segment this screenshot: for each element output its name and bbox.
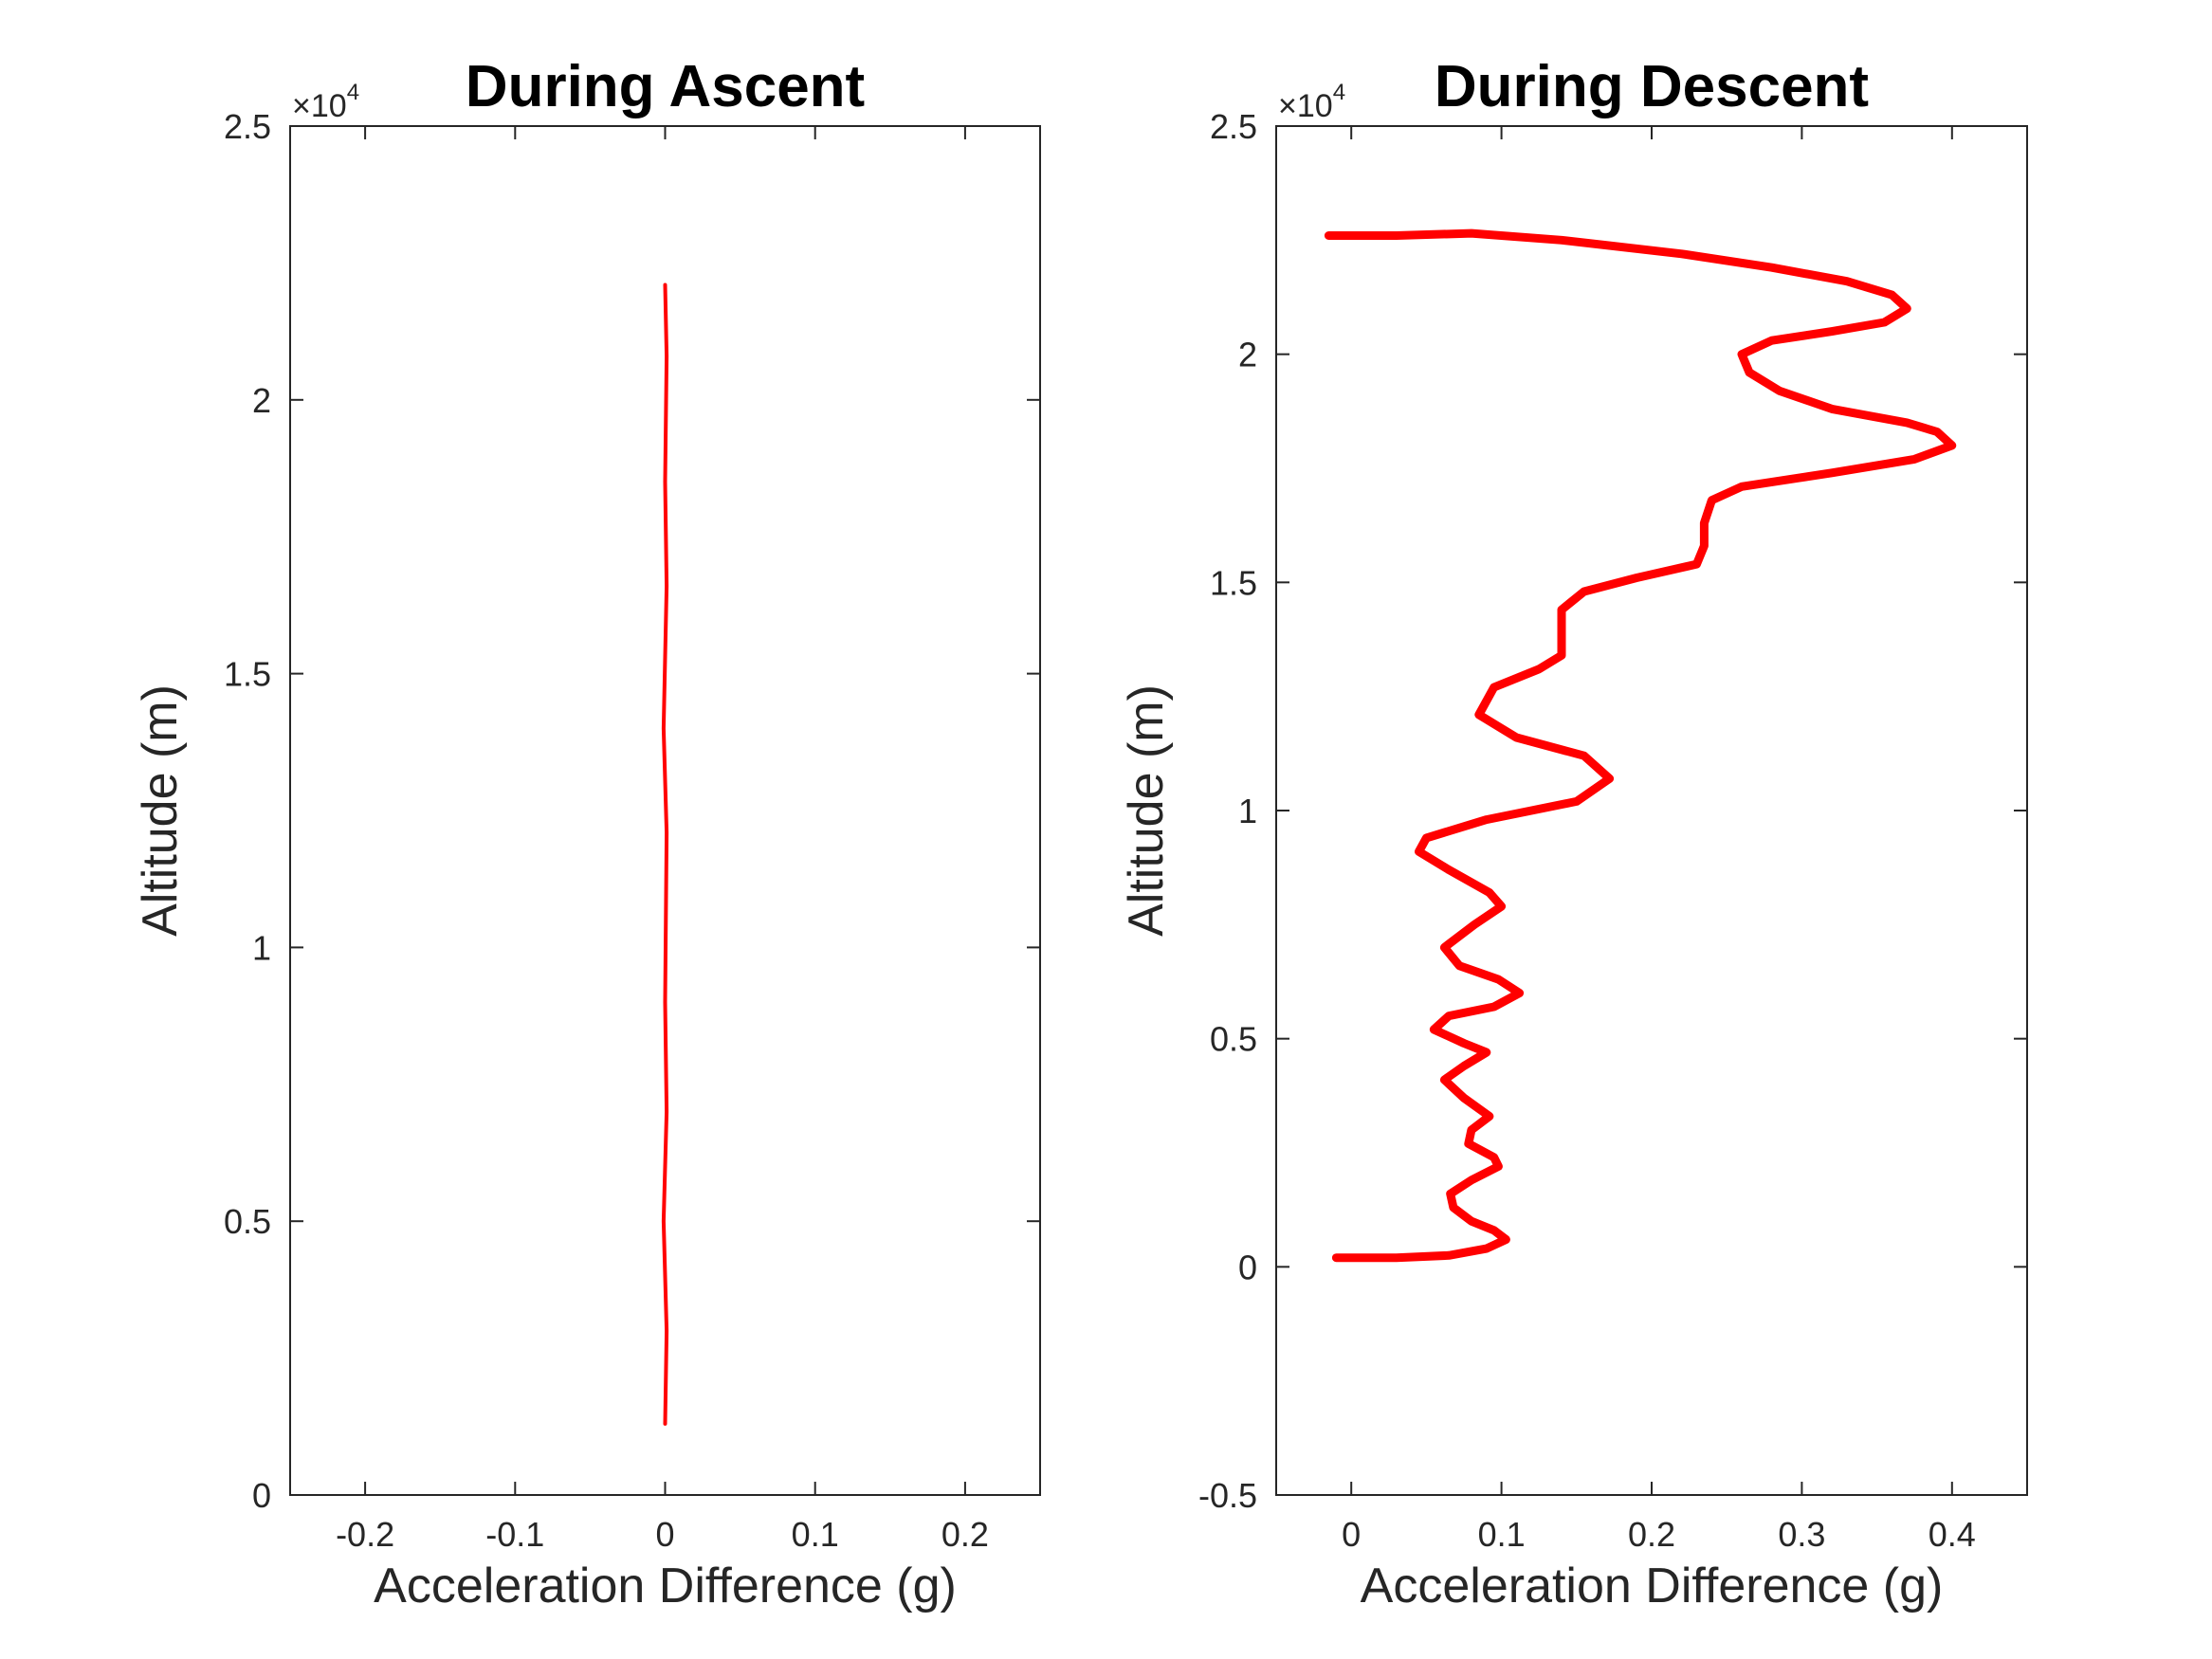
ascent-xtick-label: -0.1 <box>485 1515 544 1554</box>
descent-ytick-label: 2.5 <box>1210 107 1257 146</box>
descent-data-line <box>1324 228 1957 1263</box>
descent-y-exponent-base: ×10 <box>1278 88 1333 124</box>
descent-y-exponent-label: ×104 <box>1278 80 1345 124</box>
descent-xtick-label: 0.3 <box>1778 1515 1825 1554</box>
descent-xtick-label: 0.4 <box>1929 1515 1976 1554</box>
descent-ytick-label: 2 <box>1238 336 1257 374</box>
descent-axes-box <box>1275 125 2028 1496</box>
descent-ytick-label: 0.5 <box>1210 1020 1257 1059</box>
ascent-y-exponent-base: ×10 <box>292 88 347 124</box>
descent-xtick-label: 0.1 <box>1478 1515 1526 1554</box>
ascent-ytick-label: 2 <box>252 381 271 420</box>
ascent-y-exponent-label: ×104 <box>292 80 359 124</box>
descent-xtick-label: 0.2 <box>1628 1515 1675 1554</box>
ascent-data-line <box>661 283 669 1426</box>
ascent-y-axis-label: Altitude (m) <box>133 684 188 937</box>
ascent-ytick-label: 1 <box>252 928 271 967</box>
ascent-ytick-label: 0.5 <box>224 1202 271 1241</box>
descent-y-exponent-power: 4 <box>1333 80 1345 105</box>
descent-xtick-label: 0 <box>1342 1515 1361 1554</box>
ascent-xtick-label: 0.1 <box>792 1515 839 1554</box>
descent-ytick-label: 0 <box>1238 1248 1257 1286</box>
descent-y-axis-label: Altitude (m) <box>1119 684 1174 937</box>
ascent-x-axis-label: Acceleration Difference (g) <box>374 1559 957 1613</box>
descent-ytick-label: 1 <box>1238 792 1257 830</box>
ascent-ytick-label: 1.5 <box>224 655 271 694</box>
ascent-xtick-label: 0 <box>655 1515 674 1554</box>
ascent-xtick-label: 0.2 <box>941 1515 989 1554</box>
descent-ytick-label: 1.5 <box>1210 563 1257 602</box>
descent-panel: 0 0.1 0.2 0.3 0.4 -0.5 0 0.5 1 1.5 2 2.5 ×104 During … <box>1119 54 2028 1613</box>
descent-chart-title: During Descent <box>1435 54 1869 119</box>
ascent-ytick-label: 2.5 <box>224 107 271 146</box>
descent-ytick-label: -0.5 <box>1198 1476 1257 1515</box>
ascent-y-exponent-power: 4 <box>347 80 359 105</box>
ascent-xtick-label: -0.2 <box>336 1515 394 1554</box>
ascent-panel: -0.2 -0.1 0 0.1 0.2 0 0.5 1 1.5 2 2.5 ×104 During As… <box>133 54 1041 1613</box>
ascent-chart-title: During Ascent <box>466 54 865 119</box>
descent-x-axis-label: Acceleration Difference (g) <box>1361 1559 1944 1613</box>
ascent-ytick-label: 0 <box>252 1476 271 1515</box>
